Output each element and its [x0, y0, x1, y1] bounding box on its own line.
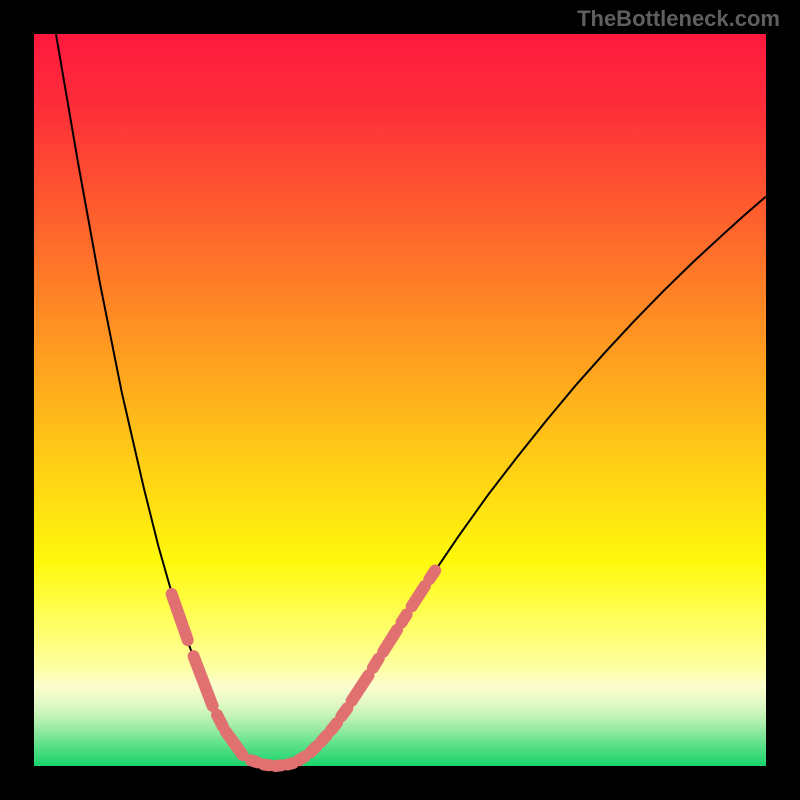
gradient-background	[34, 34, 766, 766]
marker-segment	[276, 765, 282, 766]
marker-segment	[217, 715, 223, 727]
marker-segment	[299, 756, 305, 760]
marker-segment	[287, 763, 293, 764]
marker-segment	[264, 765, 270, 766]
marker-segment	[373, 658, 379, 668]
marker-segment	[251, 760, 258, 762]
bottleneck-chart	[0, 0, 800, 800]
marker-segment	[331, 723, 337, 730]
marker-segment	[341, 708, 347, 716]
watermark-label: TheBottleneck.com	[577, 6, 780, 32]
marker-segment	[321, 735, 327, 742]
chart-container: TheBottleneck.com	[0, 0, 800, 800]
marker-segment	[401, 614, 406, 622]
marker-segment	[311, 746, 317, 752]
marker-segment	[429, 571, 435, 580]
